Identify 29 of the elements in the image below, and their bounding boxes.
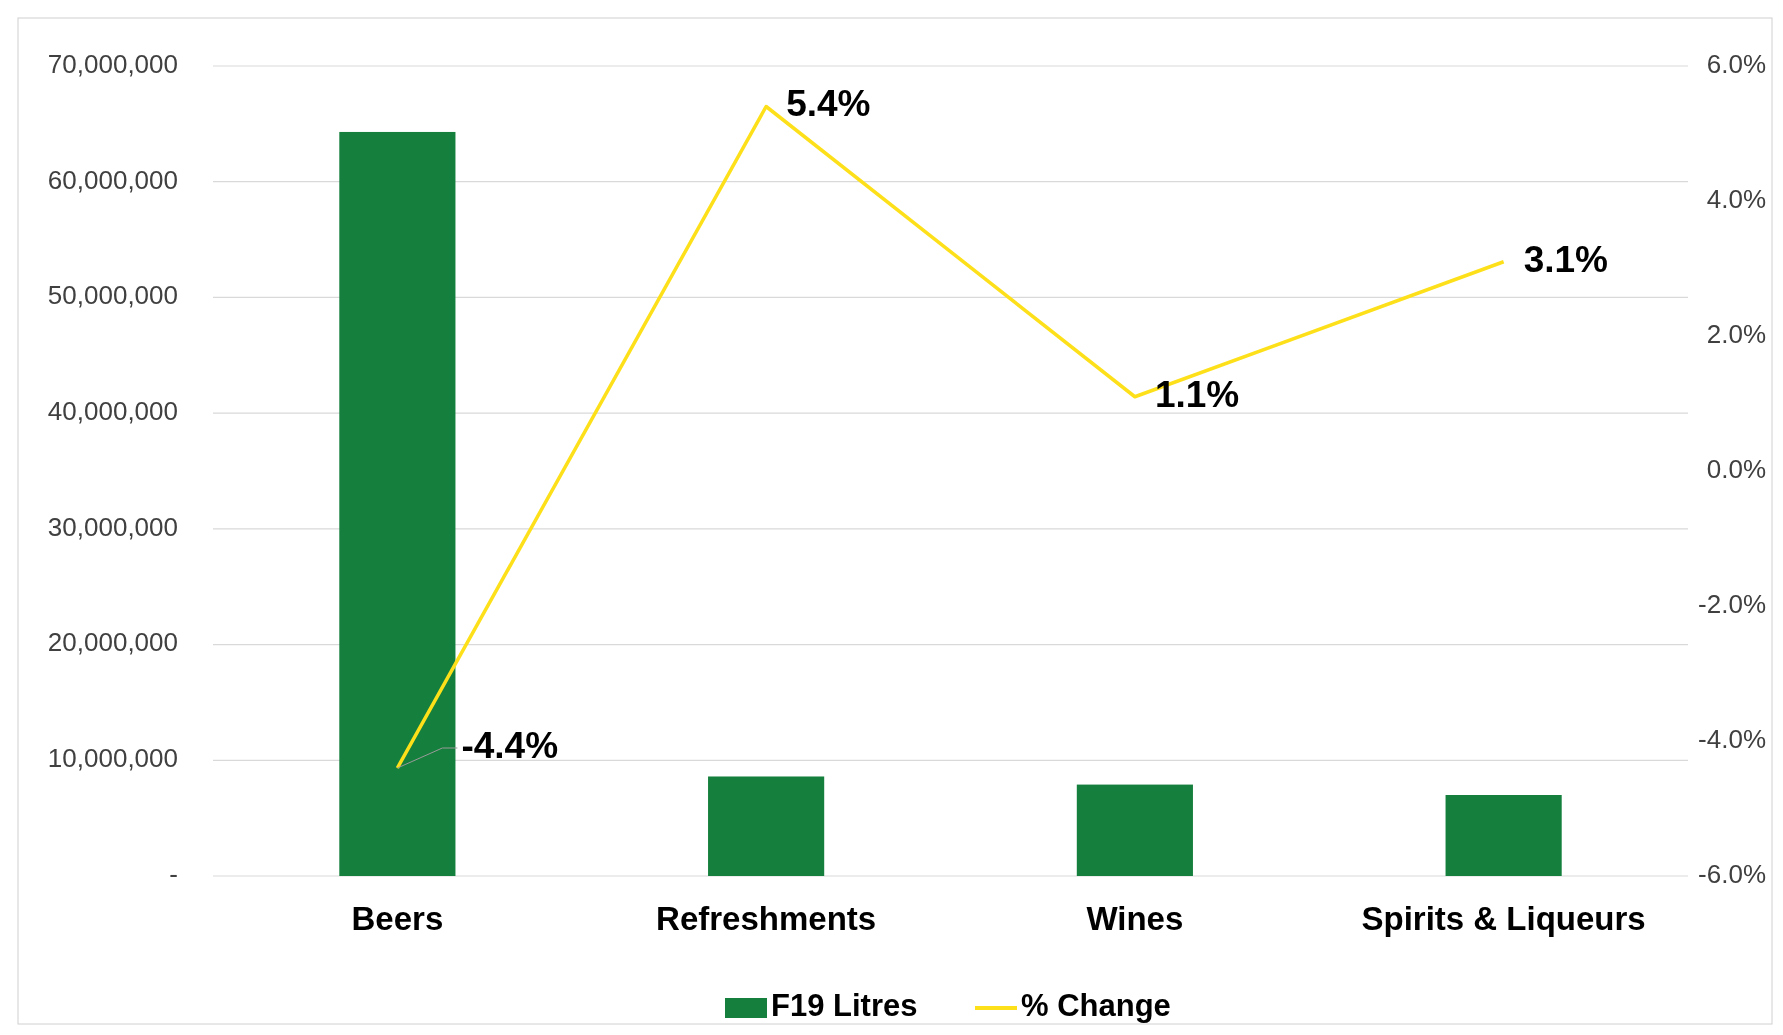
- legend-label: % Change: [1021, 988, 1171, 1024]
- x-tick-label: Wines: [1086, 900, 1184, 937]
- y2-tick-label: -2.0%: [1698, 588, 1766, 619]
- y2-tick-label: 0.0%: [1706, 453, 1766, 484]
- y-tick-label: 50,000,000: [47, 280, 178, 311]
- data-label: -4.4%: [461, 724, 559, 766]
- data-label: 5.4%: [786, 83, 871, 125]
- y-tick-label: 10,000,000: [47, 743, 178, 774]
- y2-tick-label: -4.0%: [1698, 723, 1766, 754]
- y-tick-label: -: [169, 858, 178, 889]
- y-tick-label: 40,000,000: [47, 396, 178, 427]
- x-tick-label: Spirits & Liqueurs: [1361, 900, 1646, 937]
- y-tick-label: 70,000,000: [47, 48, 178, 79]
- y-tick-label: 30,000,000: [47, 511, 178, 542]
- legend-label: F19 Litres: [771, 988, 918, 1024]
- bar: [1445, 795, 1562, 876]
- data-label: 3.1%: [1523, 238, 1608, 280]
- y2-tick-label: 4.0%: [1706, 183, 1766, 214]
- x-tick-label: Refreshments: [656, 900, 877, 937]
- y2-tick-label: 2.0%: [1706, 318, 1766, 349]
- x-tick-label: Beers: [351, 900, 444, 937]
- bar: [708, 776, 825, 876]
- y-tick-label: 20,000,000: [47, 627, 178, 658]
- bar: [1076, 784, 1193, 876]
- bar: [339, 131, 456, 876]
- data-label: 1.1%: [1154, 373, 1240, 415]
- y-tick-label: 60,000,000: [47, 164, 178, 195]
- y2-tick-label: 6.0%: [1706, 48, 1766, 79]
- y2-tick-label: -6.0%: [1698, 858, 1766, 889]
